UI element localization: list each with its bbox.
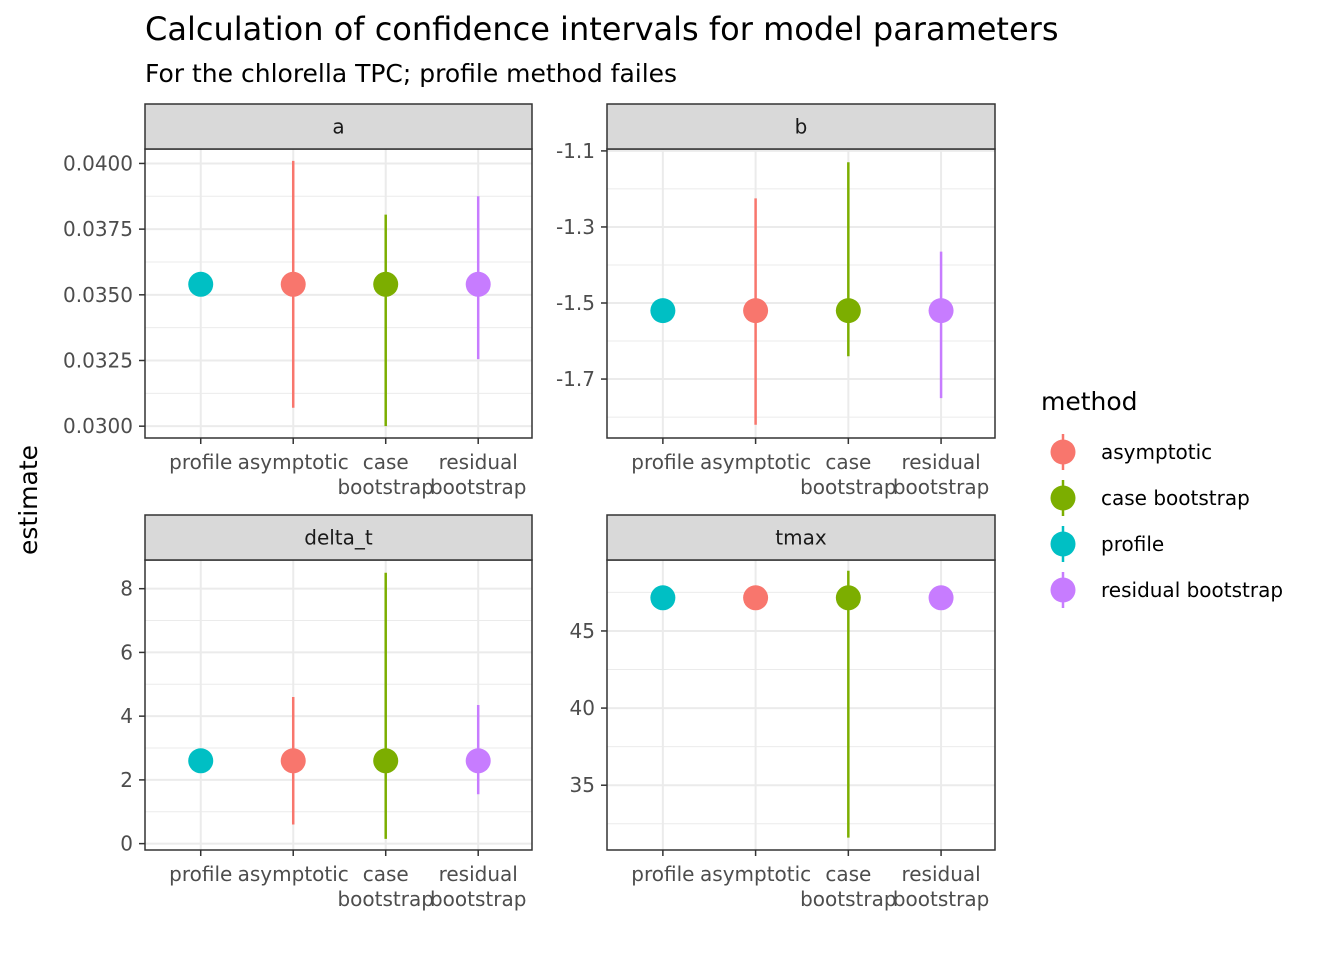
panel-a-strip bbox=[144, 103, 533, 150]
panel-a-point-residual-bootstrap bbox=[465, 271, 491, 297]
panel-a-x-tick-label: asymptotic bbox=[238, 450, 349, 474]
panel-delta-t-x-tick-label: case bbox=[363, 862, 409, 886]
panel-delta-t-y-tick-label: 2 bbox=[120, 768, 133, 792]
panel-delta-t-point-profile bbox=[188, 748, 214, 774]
panel-tmax-strip-label: tmax bbox=[775, 526, 827, 550]
legend-item-asymptotic: asymptotic bbox=[1050, 434, 1212, 470]
legend-key-point bbox=[1050, 439, 1076, 465]
panel-b-point-case-bootstrap bbox=[835, 298, 861, 324]
panel-b-point-asymptotic bbox=[743, 298, 769, 324]
panel-tmax-x-tick-label: bootstrap bbox=[800, 887, 896, 911]
panel-b-strip bbox=[606, 103, 996, 150]
panel-delta-t-x-tick-label: residual bbox=[439, 862, 518, 886]
panel-delta-t-background bbox=[145, 560, 532, 850]
panel-a-x-tick-label: bootstrap bbox=[337, 475, 433, 499]
panel-tmax-x-tick-label: profile bbox=[631, 862, 694, 886]
panel-delta-t-y-tick-label: 6 bbox=[120, 640, 133, 664]
panel-b-y-tick-label: -1.3 bbox=[556, 215, 595, 239]
legend-key-point bbox=[1050, 531, 1076, 557]
panel-b-x-tick-label: bootstrap bbox=[800, 475, 896, 499]
legend-key-point bbox=[1050, 577, 1076, 603]
panel-tmax-point-profile bbox=[650, 585, 676, 611]
panel-delta-t-y-tick-label: 4 bbox=[120, 704, 133, 728]
panel-delta-t-x-tick-label: profile bbox=[169, 862, 232, 886]
panel-delta-t-x-tick-label: asymptotic bbox=[238, 862, 349, 886]
panel-tmax-y-tick-label: 45 bbox=[570, 619, 595, 643]
panel-delta-t-y-tick-label: 8 bbox=[120, 577, 133, 601]
panel-delta-t-strip-label: delta_t bbox=[304, 526, 373, 550]
panel-a-point-asymptotic bbox=[280, 271, 306, 297]
panel-b-strip-label: b bbox=[795, 115, 808, 139]
panel-b-y-tick-label: -1.7 bbox=[556, 367, 595, 391]
panel-b: -1.7 -1.5 -1.3 -1.1 profile asymptotic caseboo… bbox=[556, 103, 996, 499]
legend-item-profile: profile bbox=[1050, 526, 1164, 562]
legend-label: case bootstrap bbox=[1101, 486, 1250, 510]
panel-b-background bbox=[607, 149, 995, 438]
legend-item-case-bootstrap: case bootstrap bbox=[1050, 480, 1250, 516]
panel-a-y-tick-label: 0.0400 bbox=[63, 151, 133, 175]
legend-label: asymptotic bbox=[1101, 440, 1212, 464]
panel-b-x-tick-label: asymptotic bbox=[700, 450, 811, 474]
panel-a-x-tick-label: profile bbox=[169, 450, 232, 474]
panel-delta-t-strip bbox=[144, 514, 533, 561]
legend: method asymptotic case bootstrap profile re… bbox=[1041, 387, 1283, 608]
panel-delta-t-point-asymptotic bbox=[280, 748, 306, 774]
chart-title: Calculation of confidence intervals for … bbox=[145, 10, 1058, 48]
panel-a-point-case-bootstrap bbox=[373, 271, 399, 297]
panel-tmax-x-tick-label: bootstrap bbox=[893, 887, 989, 911]
panel-b-x-tick-label: bootstrap bbox=[893, 475, 989, 499]
panel-b-x-tick-label: case bbox=[825, 450, 871, 474]
panel-tmax-x-tick-label: asymptotic bbox=[700, 862, 811, 886]
panel-a-strip-label: a bbox=[332, 115, 344, 139]
panel-a-x-tick-label: bootstrap bbox=[430, 475, 526, 499]
panel-tmax-background bbox=[607, 560, 995, 850]
panel-a-x-tick-label: residual bbox=[439, 450, 518, 474]
panel-delta-t-point-case-bootstrap bbox=[373, 748, 399, 774]
panel-a-y-tick-label: 0.0300 bbox=[63, 414, 133, 438]
panel-delta-t-x-tick-label: bootstrap bbox=[337, 887, 433, 911]
panel-a-point-profile bbox=[188, 271, 214, 297]
panel-delta-t-x-tick-label: bootstrap bbox=[430, 887, 526, 911]
panel-a-y-tick-label: 0.0325 bbox=[63, 348, 133, 372]
legend-key-point bbox=[1050, 485, 1076, 511]
legend-title: method bbox=[1041, 387, 1138, 416]
panel-tmax-y-tick-label: 35 bbox=[570, 773, 595, 797]
legend-label: residual bootstrap bbox=[1101, 578, 1283, 602]
panel-b-point-profile bbox=[650, 298, 676, 324]
panel-b-x-tick-label: profile bbox=[631, 450, 694, 474]
legend-item-residual-bootstrap: residual bootstrap bbox=[1050, 572, 1283, 608]
panel-a-background bbox=[145, 149, 532, 438]
panel-tmax-point-case-bootstrap bbox=[835, 585, 861, 611]
panel-tmax-y-tick-label: 40 bbox=[570, 696, 595, 720]
panel-tmax-x-tick-label: case bbox=[825, 862, 871, 886]
chart-subtitle: For the chlorella TPC; profile method fa… bbox=[145, 59, 677, 88]
panel-tmax-strip bbox=[606, 514, 996, 561]
legend-label: profile bbox=[1101, 532, 1164, 556]
panel-a-y-tick-label: 0.0350 bbox=[63, 283, 133, 307]
panel-b-point-residual-bootstrap bbox=[928, 298, 954, 324]
panel-tmax-x-tick-label: residual bbox=[901, 862, 980, 886]
panel-delta-t-point-residual-bootstrap bbox=[465, 748, 491, 774]
panel-a-y-tick-label: 0.0375 bbox=[63, 217, 133, 241]
panel-b-x-tick-label: residual bbox=[901, 450, 980, 474]
panel-b-y-tick-label: -1.1 bbox=[556, 139, 595, 163]
panel-a-x-tick-label: case bbox=[363, 450, 409, 474]
panel-a: 0.0300 0.0325 0.0350 0.0375 0.0400 profile asy… bbox=[63, 103, 533, 499]
panel-tmax-point-asymptotic bbox=[743, 585, 769, 611]
y-axis-title: estimate bbox=[14, 445, 43, 555]
panel-delta-t-y-tick-label: 0 bbox=[120, 832, 133, 856]
panel-tmax-point-residual-bootstrap bbox=[928, 585, 954, 611]
panel-b-y-tick-label: -1.5 bbox=[556, 291, 595, 315]
